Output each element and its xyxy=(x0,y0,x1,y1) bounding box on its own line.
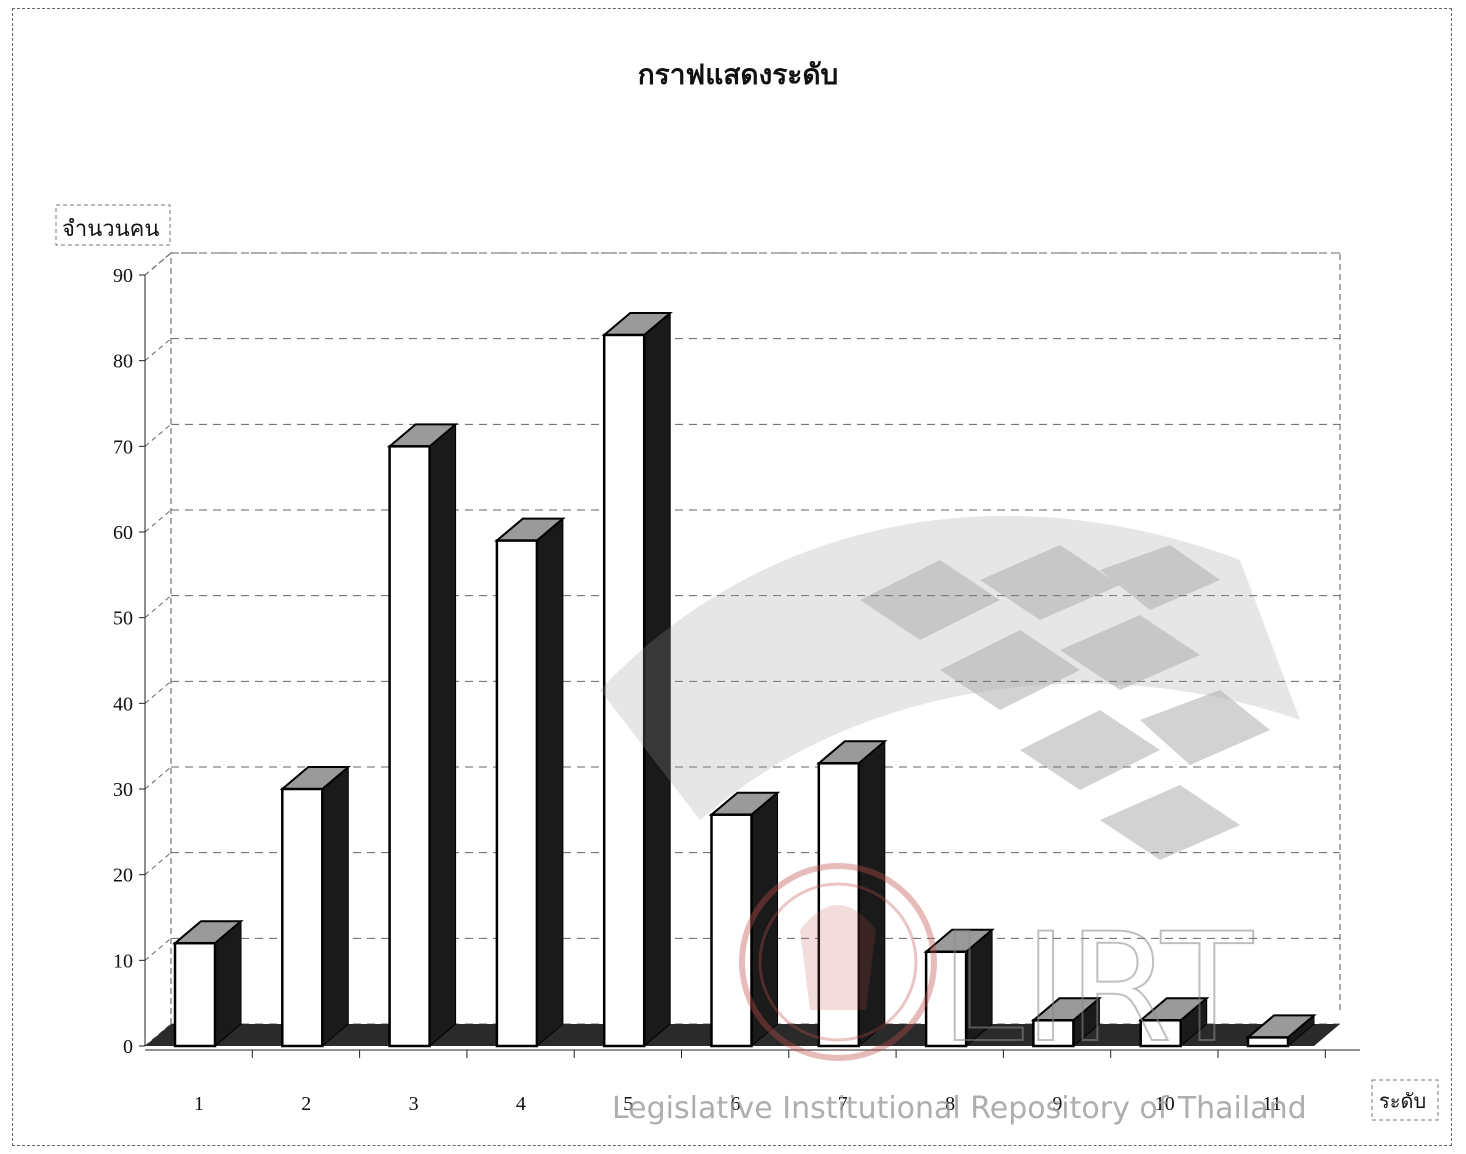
bar-side xyxy=(536,517,564,1048)
bar-front xyxy=(1032,1019,1075,1048)
bar xyxy=(923,928,995,1048)
bar-front xyxy=(924,950,968,1048)
gridline-diagonal xyxy=(144,937,172,961)
bar-front xyxy=(281,787,324,1048)
bar xyxy=(708,791,781,1048)
bar-side xyxy=(429,423,457,1048)
chart-title: กราฟแสดงระดับ xyxy=(638,58,839,91)
y-tick-label: 0 xyxy=(123,1036,133,1058)
bar-front xyxy=(388,445,431,1048)
y-axis-label-box xyxy=(55,204,171,246)
bar xyxy=(1137,997,1210,1048)
bar xyxy=(279,765,352,1048)
gridline-diagonal xyxy=(144,852,172,876)
bar-front xyxy=(1139,1019,1182,1048)
y-tick-label: 20 xyxy=(113,865,133,887)
x-tick-label: 6 xyxy=(731,1093,741,1115)
x-axis-label: ระดับ xyxy=(1379,1089,1426,1113)
gridline-diagonal xyxy=(144,1023,172,1047)
y-tick-label: 30 xyxy=(113,779,133,801)
bar-front xyxy=(602,333,646,1048)
y-tick-label: 70 xyxy=(113,436,133,458)
x-tick-label: 11 xyxy=(1262,1093,1281,1115)
ticks: 0 10 20 30 40 50 60 70 80 90 1 2 3 4 5 6 7 8 9 10 11 xyxy=(113,265,1360,1115)
gridline-diagonal xyxy=(144,252,172,276)
gridline-diagonal xyxy=(144,338,172,362)
bar xyxy=(1030,997,1103,1048)
x-axis-label-box xyxy=(1371,1079,1439,1121)
gridline-diagonal xyxy=(144,680,172,704)
x-tick-label: 9 xyxy=(1052,1093,1062,1115)
x-tick-label: 2 xyxy=(301,1093,311,1115)
x-tick-label: 4 xyxy=(516,1093,526,1115)
gridline-diagonal xyxy=(144,766,172,790)
bar-front xyxy=(1246,1036,1290,1048)
bar-side xyxy=(321,765,349,1048)
bar-front xyxy=(173,941,217,1048)
y-tick-label: 90 xyxy=(113,265,133,287)
y-axis-label: จำนวนคน xyxy=(62,217,159,242)
y-tick-label: 10 xyxy=(113,950,133,972)
x-tick-label: 8 xyxy=(945,1093,955,1115)
x-tick-label: 3 xyxy=(409,1093,419,1115)
gridline-diagonal xyxy=(144,423,172,447)
watermark-globe-icon xyxy=(600,515,1300,860)
bars xyxy=(172,311,1317,1048)
bar xyxy=(494,517,566,1048)
y-tick-label: 40 xyxy=(113,693,133,715)
bar-front xyxy=(710,813,753,1048)
watermark-seal-icon xyxy=(739,863,937,1061)
bar-front xyxy=(817,762,861,1048)
gridline-diagonal xyxy=(144,509,172,533)
y-tick-label: 60 xyxy=(113,522,133,544)
bar xyxy=(601,311,673,1048)
watermark: LIRT xyxy=(600,515,1300,1077)
gridline-diagonal xyxy=(144,595,172,619)
bar-front xyxy=(495,539,539,1048)
x-tick-label: 10 xyxy=(1155,1093,1175,1115)
bar xyxy=(386,423,459,1048)
y-tick-label: 80 xyxy=(113,351,133,373)
chart-frame xyxy=(12,8,1452,1146)
watermark-text: Legislative Institutional Repository of … xyxy=(612,1091,1307,1126)
left-wall xyxy=(144,251,172,1046)
x-tick-label: 7 xyxy=(838,1093,848,1115)
watermark-letters: LIRT xyxy=(940,902,1254,1076)
y-tick-label: 50 xyxy=(113,608,133,630)
bar xyxy=(1245,1014,1317,1048)
bar xyxy=(816,740,888,1048)
bar xyxy=(172,920,244,1048)
x-tick-label: 1 xyxy=(194,1093,204,1115)
x-tick-label: 5 xyxy=(623,1093,633,1115)
